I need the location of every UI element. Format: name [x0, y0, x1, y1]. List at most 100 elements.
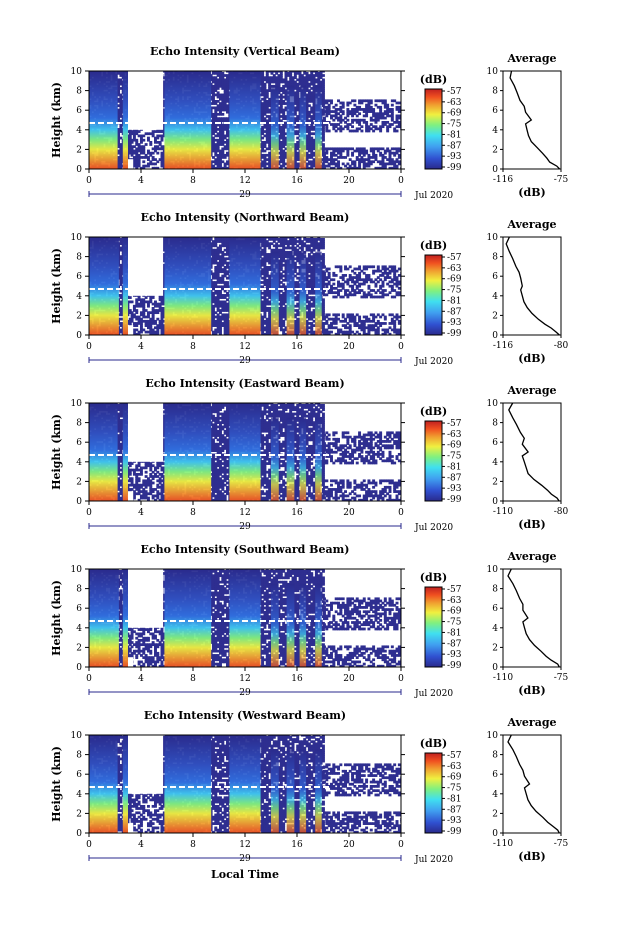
date-month-year-label: Jul 2020	[414, 191, 453, 201]
colorbar-tick-label: -81	[447, 462, 462, 472]
colorbar-tick-label: -69	[447, 607, 462, 617]
rain-band	[164, 735, 212, 833]
colorbar-unit: (dB)	[420, 239, 447, 252]
panel-title: Echo Intensity (Vertical Beam)	[150, 45, 340, 58]
colorbar-tick-label: -99	[447, 495, 462, 505]
date-month-year-label: Jul 2020	[414, 689, 453, 699]
date-month-year-label: Jul 2020	[414, 523, 453, 533]
x-tick-label: 0	[86, 342, 92, 352]
colorbar-unit: (dB)	[420, 571, 447, 584]
average-y-tick-label: 10	[487, 565, 499, 575]
colorbar-tick-label: -63	[447, 430, 462, 440]
average-x-tick-label: -116	[493, 341, 513, 351]
rain-band	[122, 237, 128, 335]
heatmap-layer	[89, 735, 401, 833]
panel-title: Echo Intensity (Eastward Beam)	[145, 377, 344, 390]
colorbar-tick-label: -93	[447, 816, 462, 826]
rain-band	[229, 71, 261, 169]
x-tick-label: 0	[86, 840, 92, 850]
y-tick-label: 0	[76, 331, 82, 341]
colorbar-tick-label: -93	[447, 152, 462, 162]
average-title: Average	[506, 384, 556, 397]
panel-title: Echo Intensity (Southward Beam)	[141, 543, 350, 556]
rain-band	[286, 417, 295, 501]
rain-band	[271, 251, 279, 335]
colorbar-tick-label: -57	[447, 253, 462, 263]
x-tick-label: 0	[398, 508, 404, 518]
x-tick-label: 20	[343, 840, 355, 850]
colorbar-tick-label: -81	[447, 794, 462, 804]
average-y-tick-label: 10	[487, 731, 499, 741]
heatmap-layer	[89, 237, 401, 335]
rain-band	[229, 403, 261, 501]
x-tick-label: 0	[86, 674, 92, 684]
colorbar-tick-label: -69	[447, 441, 462, 451]
average-x-label: (dB)	[518, 352, 545, 365]
colorbar-tick-label: -81	[447, 130, 462, 140]
average-y-tick-label: 0	[492, 663, 498, 673]
x-tick-label: 12	[239, 342, 250, 352]
rain-band	[122, 71, 128, 169]
average-y-tick-label: 6	[492, 106, 498, 116]
colorbar-tick-label: -93	[447, 318, 462, 328]
x-tick-label: 0	[86, 508, 92, 518]
colorbar-unit: (dB)	[420, 737, 447, 750]
y-tick-label: 0	[76, 663, 82, 673]
x-tick-label: 20	[343, 342, 355, 352]
x-tick-label: 8	[190, 176, 196, 186]
colorbar	[424, 88, 443, 170]
y-tick-label: 8	[76, 419, 82, 429]
x-tick-label: 8	[190, 342, 196, 352]
rain-band	[271, 749, 279, 833]
colorbar-tick-label: -75	[447, 618, 462, 628]
average-frame	[502, 402, 562, 502]
average-x-label: (dB)	[518, 518, 545, 531]
rain-band	[122, 735, 128, 833]
colorbar-tick-label: -87	[447, 141, 462, 151]
y-tick-label: 2	[76, 809, 82, 819]
y-tick-label: 10	[71, 67, 83, 77]
rain-band	[164, 403, 212, 501]
colorbar-tick-label: -63	[447, 98, 462, 108]
x-tick-label: 0	[398, 840, 404, 850]
rain-band	[286, 251, 295, 335]
average-x-label: (dB)	[518, 186, 545, 199]
y-tick-label: 4	[76, 790, 82, 800]
rain-band	[229, 735, 261, 833]
colorbar-tick-label: -63	[447, 264, 462, 274]
average-x-tick-label: -75	[554, 673, 569, 683]
x-tick-label: 8	[190, 508, 196, 518]
average-y-tick-label: 2	[492, 145, 498, 155]
y-tick-label: 0	[76, 497, 82, 507]
rain-band	[299, 85, 307, 169]
x-tick-label: 8	[190, 840, 196, 850]
average-y-tick-label: 6	[492, 272, 498, 282]
average-frame	[502, 236, 562, 336]
colorbar-unit: (dB)	[420, 73, 447, 86]
colorbar	[424, 254, 443, 336]
rain-band	[164, 71, 212, 169]
average-y-tick-label: 6	[492, 770, 498, 780]
average-x-tick-label: -110	[493, 673, 513, 683]
rain-band	[164, 237, 212, 335]
rain-band	[89, 403, 118, 501]
average-y-tick-label: 10	[487, 67, 499, 77]
rain-band	[299, 749, 307, 833]
y-tick-label: 2	[76, 311, 82, 321]
average-y-tick-label: 10	[487, 233, 499, 243]
rain-band	[122, 403, 128, 501]
rain-band	[122, 569, 128, 667]
y-axis-label: Height (km)	[50, 414, 63, 490]
average-y-tick-label: 6	[492, 604, 498, 614]
x-tick-label: 0	[86, 176, 92, 186]
average-y-tick-label: 8	[492, 419, 498, 429]
colorbar-tick-label: -87	[447, 639, 462, 649]
x-tick-label: 4	[138, 176, 144, 186]
y-axis-label: Height (km)	[50, 248, 63, 324]
y-tick-label: 2	[76, 477, 82, 487]
x-tick-label: 4	[138, 508, 144, 518]
average-profile-line	[507, 568, 560, 668]
rain-band	[89, 71, 118, 169]
y-tick-label: 4	[76, 624, 82, 634]
